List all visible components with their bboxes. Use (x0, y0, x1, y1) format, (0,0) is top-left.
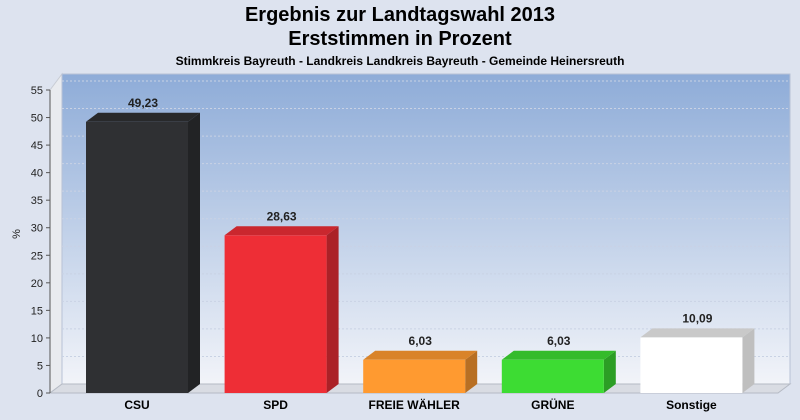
bar-top (501, 350, 616, 360)
bar-spd (224, 226, 339, 393)
y-tick-label: 0 (37, 388, 43, 400)
bar-side (742, 328, 755, 393)
y-tick-label: 5 (37, 360, 43, 372)
x-tick-label: FREIE WÄHLER (369, 397, 461, 412)
bar-top (224, 226, 339, 236)
bar-sonstige (640, 328, 755, 393)
x-tick-label: GRÜNE (531, 397, 574, 412)
bar-front (86, 121, 188, 394)
x-tick-label: Sonstige (666, 398, 717, 412)
bar-gr-ne (501, 350, 616, 393)
bar-side (465, 350, 478, 393)
bar-top (640, 328, 755, 338)
bar-side (188, 112, 200, 394)
y-tick-labels: 0 5 10 15 20 25 30 35 40 45 50 55 (31, 85, 50, 400)
bar-front (501, 359, 604, 393)
y-tick-label: 40 (31, 168, 43, 180)
bar-side (603, 350, 616, 393)
bar-top (363, 350, 478, 360)
bar-value-label: 10,09 (682, 311, 712, 325)
bar-value-label: 28,63 (267, 209, 297, 223)
y-tick-label: 50 (31, 113, 43, 125)
bar-value-label: 6,03 (409, 334, 433, 348)
x-tick-label: CSU (124, 398, 149, 412)
plot-left-wall (49, 72, 63, 394)
y-tick-label: 45 (31, 140, 43, 152)
x-tick-label: SPD (263, 398, 288, 412)
bar-value-label: 6,03 (547, 334, 571, 348)
bar-side (326, 226, 339, 393)
chart-subtitle: Erststimmen in Prozent (288, 28, 512, 50)
category-labels: CSU SPD FREIE WÄHLER GRÜNE Sonstige (124, 397, 717, 412)
y-tick-label: 15 (31, 305, 43, 317)
y-axis-label: % (11, 229, 23, 239)
y-tick-label: 35 (31, 195, 43, 207)
y-tick-label: 25 (31, 250, 43, 262)
bar-top (86, 112, 200, 122)
bar-front (224, 235, 327, 393)
bar-freie-w-hler (363, 350, 478, 393)
y-tick-label: 10 (31, 333, 43, 345)
bar-csu (86, 112, 200, 394)
y-tick-label: 55 (31, 85, 43, 97)
y-tick-label: 20 (31, 278, 43, 290)
bar-front (640, 337, 743, 393)
bar-value-label: 49,23 (128, 96, 158, 110)
bar-front (363, 359, 466, 393)
chart-title: Ergebnis zur Landtagswahl 2013 (244, 4, 556, 26)
bars: 49,23 28,63 6,03 6,03 10,09 (86, 96, 755, 394)
y-tick-label: 30 (31, 223, 43, 235)
chart-caption: Stimmkreis Bayreuth - Landkreis Landkrei… (175, 54, 625, 68)
